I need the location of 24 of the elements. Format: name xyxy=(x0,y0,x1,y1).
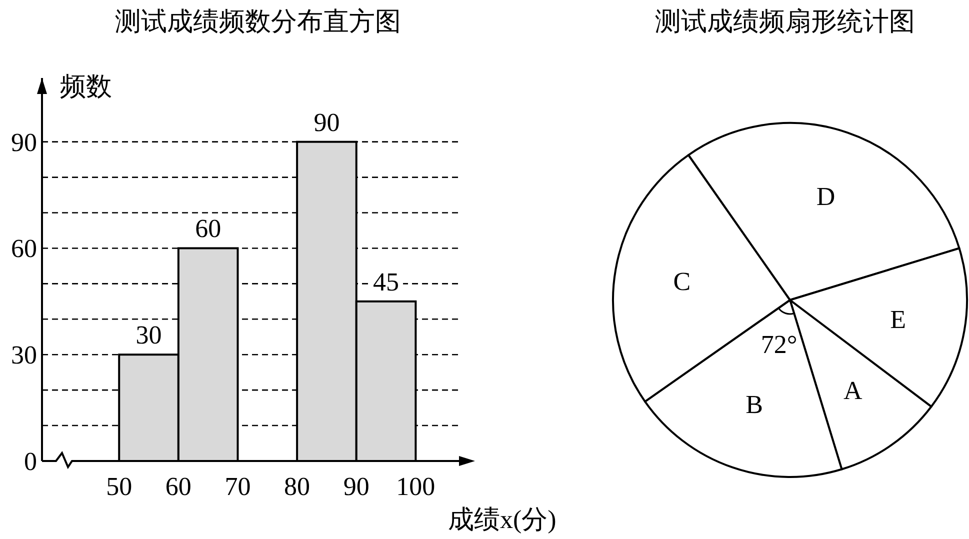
y-axis-title: 频数 xyxy=(60,72,112,101)
data-label: 60 xyxy=(195,214,222,244)
data-label: 90 xyxy=(314,108,340,137)
chart-title: 测试成绩频扇形统计图 xyxy=(655,7,915,36)
y-tick-label: 0 xyxy=(24,447,37,476)
y-tick-label: 90 xyxy=(11,128,37,157)
slice-label: A xyxy=(844,376,863,405)
text: 72° xyxy=(760,330,798,360)
x-tick-label: 80 xyxy=(284,472,310,501)
slice-label: B xyxy=(746,390,763,419)
y-tick-label: 30 xyxy=(11,340,37,370)
y-tick-label: 60 xyxy=(11,234,37,264)
data-label: 30 xyxy=(136,320,162,350)
data-label: 45 xyxy=(373,267,400,296)
x-tick-label: 70 xyxy=(224,472,251,501)
x-tick-label: 100 xyxy=(396,472,436,501)
slice-label: E xyxy=(890,305,906,334)
x-tick-label: 50 xyxy=(106,472,132,501)
slice-label: C xyxy=(673,266,691,296)
chart-title: 测试成绩频数分布直方图 xyxy=(115,7,401,36)
slice-label: D xyxy=(816,182,836,212)
x-tick-label: 90 xyxy=(343,472,370,501)
x-tick-label: 60 xyxy=(165,472,192,501)
x-axis-title: 成绩x(分) xyxy=(448,505,556,534)
